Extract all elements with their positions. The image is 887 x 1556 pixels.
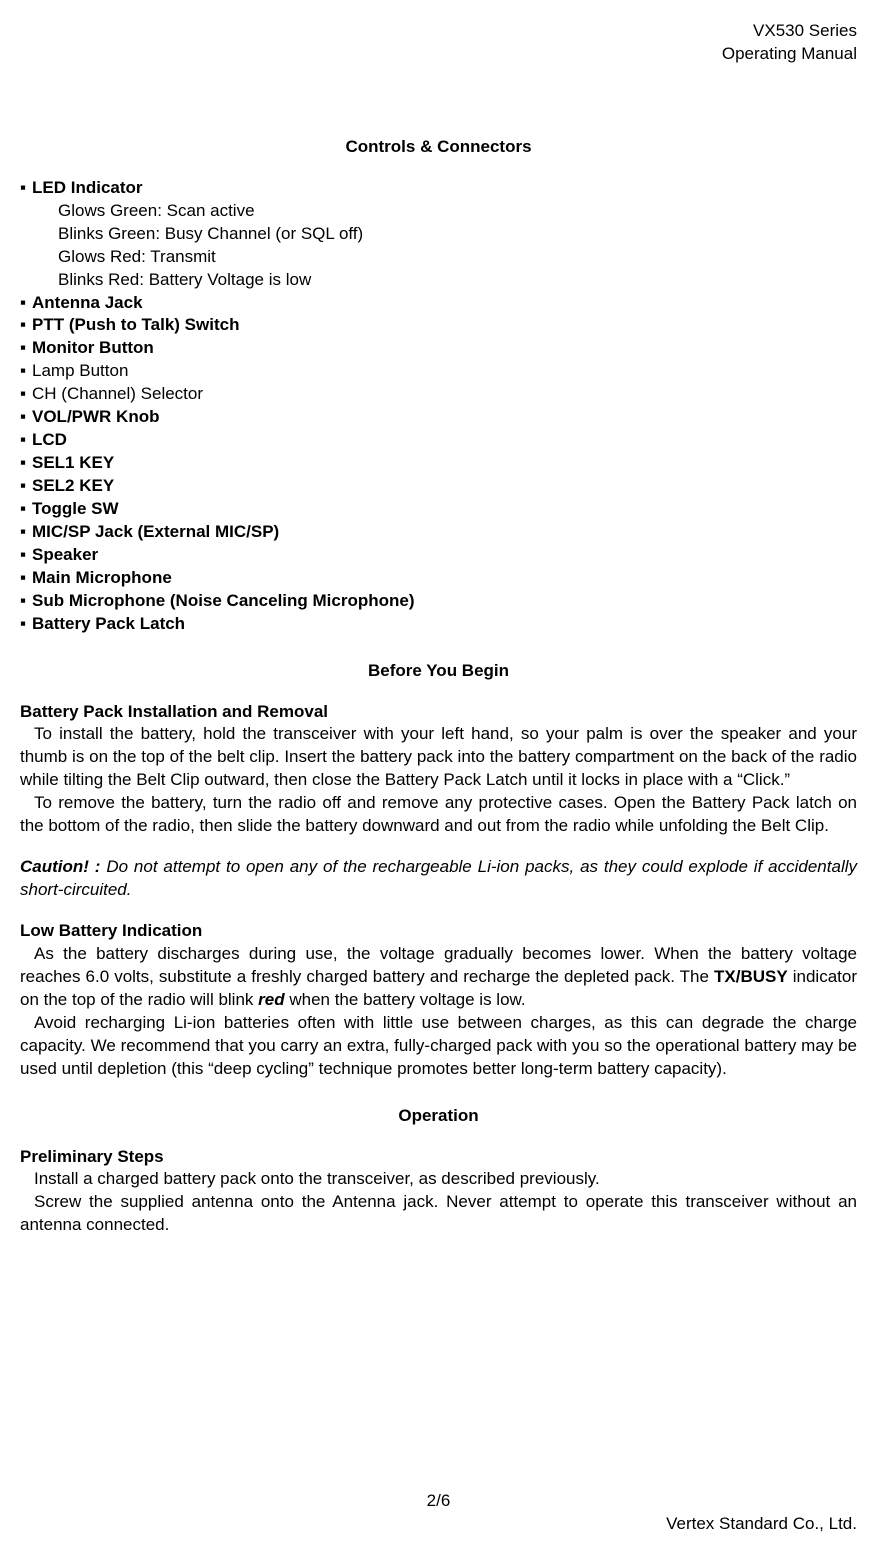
- bullet-icon: ▪: [20, 521, 32, 544]
- control-label: CH (Channel) Selector: [32, 383, 203, 406]
- low-battery-p2: Avoid recharging Li-ion batteries often …: [20, 1012, 857, 1081]
- low-batt-p1c: when the battery voltage is low.: [285, 990, 526, 1009]
- control-item: ▪ MIC/SP Jack (External MIC/SP): [20, 521, 857, 544]
- control-item: ▪ Lamp Button: [20, 360, 857, 383]
- control-label: Speaker: [32, 544, 98, 567]
- bullet-icon: ▪: [20, 337, 32, 360]
- bullet-icon: ▪: [20, 590, 32, 613]
- low-battery-heading: Low Battery Indication: [20, 920, 857, 943]
- bullet-icon: ▪: [20, 613, 32, 636]
- caution-paragraph: Caution! : Do not attempt to open any of…: [20, 856, 857, 902]
- txbusy-label: TX/BUSY: [714, 967, 788, 986]
- red-label: red: [258, 990, 284, 1009]
- control-label: Lamp Button: [32, 360, 128, 383]
- control-item: ▪ Sub Microphone (Noise Canceling Microp…: [20, 590, 857, 613]
- bullet-icon: ▪: [20, 177, 32, 200]
- control-item: ▪ Antenna Jack: [20, 292, 857, 315]
- bullet-icon: ▪: [20, 383, 32, 406]
- control-item: ▪ SEL2 KEY: [20, 475, 857, 498]
- bullet-icon: ▪: [20, 544, 32, 567]
- bullet-icon: ▪: [20, 498, 32, 521]
- low-battery-p1: As the battery discharges during use, th…: [20, 943, 857, 1012]
- prelim-p1: Install a charged battery pack onto the …: [20, 1168, 857, 1191]
- battery-install-p1: To install the battery, hold the transce…: [20, 723, 857, 792]
- prelim-heading: Preliminary Steps: [20, 1146, 857, 1169]
- company-name: Vertex Standard Co., Ltd.: [20, 1513, 857, 1536]
- bullet-icon: ▪: [20, 429, 32, 452]
- control-label: VOL/PWR Knob: [32, 406, 159, 429]
- control-label: Sub Microphone (Noise Canceling Micropho…: [32, 590, 415, 613]
- control-subline: Glows Red: Transmit: [20, 246, 857, 269]
- doc-header: VX530 Series Operating Manual: [20, 20, 857, 66]
- bullet-icon: ▪: [20, 452, 32, 475]
- control-item: ▪ Battery Pack Latch: [20, 613, 857, 636]
- bullet-icon: ▪: [20, 475, 32, 498]
- control-label: Toggle SW: [32, 498, 119, 521]
- section-before-heading: Before You Begin: [20, 660, 857, 683]
- controls-list: ▪ LED IndicatorGlows Green: Scan activeB…: [20, 177, 857, 636]
- control-label: MIC/SP Jack (External MIC/SP): [32, 521, 279, 544]
- control-label: Antenna Jack: [32, 292, 143, 315]
- control-label: Battery Pack Latch: [32, 613, 185, 636]
- control-item: ▪ PTT (Push to Talk) Switch: [20, 314, 857, 337]
- section-operation-heading: Operation: [20, 1105, 857, 1128]
- battery-install-heading: Battery Pack Installation and Removal: [20, 701, 857, 724]
- control-item: ▪ LCD: [20, 429, 857, 452]
- control-item: ▪ SEL1 KEY: [20, 452, 857, 475]
- prelim-p2: Screw the supplied antenna onto the Ante…: [20, 1191, 857, 1237]
- section-controls-heading: Controls & Connectors: [20, 136, 857, 159]
- bullet-icon: ▪: [20, 314, 32, 337]
- control-label: SEL2 KEY: [32, 475, 114, 498]
- page-footer: 2/6 Vertex Standard Co., Ltd.: [20, 1490, 857, 1536]
- page-number: 2/6: [20, 1490, 857, 1513]
- header-subtitle: Operating Manual: [20, 43, 857, 66]
- control-label: LED Indicator: [32, 177, 143, 200]
- caution-label: Caution! :: [20, 857, 100, 876]
- header-series: VX530 Series: [20, 20, 857, 43]
- control-subline: Glows Green: Scan active: [20, 200, 857, 223]
- control-item: ▪ VOL/PWR Knob: [20, 406, 857, 429]
- control-label: PTT (Push to Talk) Switch: [32, 314, 239, 337]
- control-item: ▪ LED Indicator: [20, 177, 857, 200]
- control-item: ▪ Monitor Button: [20, 337, 857, 360]
- control-item: ▪ Speaker: [20, 544, 857, 567]
- control-item: ▪ Toggle SW: [20, 498, 857, 521]
- control-label: LCD: [32, 429, 67, 452]
- control-label: Monitor Button: [32, 337, 154, 360]
- caution-text: Do not attempt to open any of the rechar…: [20, 857, 857, 899]
- bullet-icon: ▪: [20, 406, 32, 429]
- control-label: SEL1 KEY: [32, 452, 114, 475]
- control-item: ▪ CH (Channel) Selector: [20, 383, 857, 406]
- control-subline: Blinks Red: Battery Voltage is low: [20, 269, 857, 292]
- battery-install-p2: To remove the battery, turn the radio of…: [20, 792, 857, 838]
- control-subline: Blinks Green: Busy Channel (or SQL off): [20, 223, 857, 246]
- control-item: ▪ Main Microphone: [20, 567, 857, 590]
- bullet-icon: ▪: [20, 292, 32, 315]
- bullet-icon: ▪: [20, 360, 32, 383]
- control-label: Main Microphone: [32, 567, 172, 590]
- bullet-icon: ▪: [20, 567, 32, 590]
